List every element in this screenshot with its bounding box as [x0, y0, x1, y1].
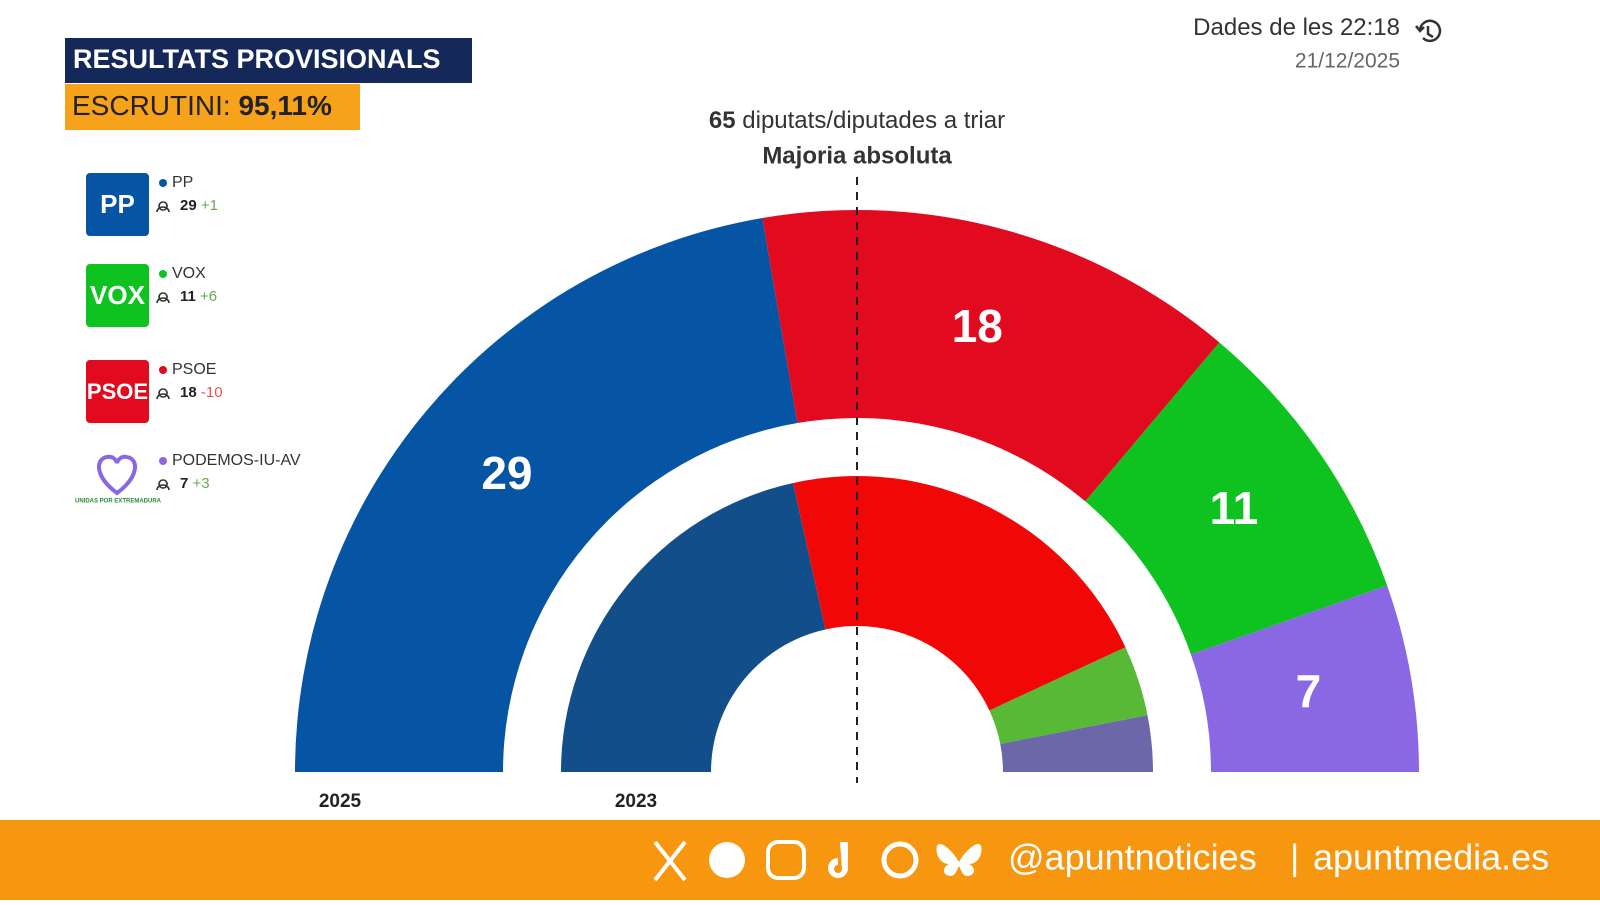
legend-name: PP: [172, 174, 193, 191]
seat-label: 11: [1210, 482, 1259, 534]
seat-label: 7: [1296, 665, 1322, 717]
seat-arc: [1190, 585, 1419, 772]
legend-seats: 29: [180, 197, 197, 214]
x-icon: [653, 840, 687, 882]
legend-seats: 7: [180, 475, 188, 492]
legend-change: -10: [201, 384, 223, 401]
footer-separator: |: [1290, 837, 1299, 878]
legend-seats-line: 7 +3: [180, 475, 210, 492]
count: ESCRUTINI: 95,11%: [72, 90, 332, 121]
legend-seats: 11: [180, 288, 196, 305]
update-time: 22:18: [1340, 14, 1400, 41]
legend-change: +3: [193, 475, 210, 492]
legend-dot: [159, 457, 167, 465]
count-label: ESCRUTINI:: [72, 90, 231, 121]
total-text: diputats/diputades a triar: [742, 107, 1005, 134]
legend-seats: 18: [180, 384, 197, 401]
seat-arc: [1000, 715, 1153, 772]
footer-bar: [0, 820, 1600, 900]
update-date: 21/12/2025: [1295, 50, 1400, 73]
legend-dot: [159, 366, 167, 374]
person-icon: [156, 201, 170, 213]
seat-arc: [989, 647, 1148, 744]
legend-name: VOX: [172, 265, 206, 282]
clock-icon: [1415, 19, 1442, 43]
logo-heart: [97, 454, 137, 496]
legend-change: +6: [200, 288, 217, 305]
instagram-icon: [766, 840, 806, 880]
party-logo: [86, 360, 149, 423]
majority-label: Majoria absoluta: [762, 142, 952, 169]
threads-icon: [881, 841, 919, 879]
count-value: 95,11%: [238, 90, 332, 121]
legend-dot: [159, 179, 167, 187]
year-label: 2025: [319, 791, 362, 812]
facebook-icon: [709, 842, 745, 878]
seat-label: 18: [952, 300, 1003, 352]
seat-arc: [561, 482, 826, 772]
logo-text: PSOE: [87, 379, 148, 404]
seat-arc: [793, 475, 1126, 711]
count-box: [65, 84, 360, 130]
logo-text: UNIDAS POR EXTREMADURA: [75, 499, 162, 505]
footer-site: apuntmedia.es: [1313, 837, 1549, 878]
bluesky-icon: [936, 843, 982, 876]
legend-name: PODEMOS-IU-AV: [172, 452, 301, 469]
seat-arc: [762, 209, 1220, 502]
update-label: Dades de les: [1193, 14, 1333, 41]
year-label: 2023: [615, 791, 657, 812]
tiktok-icon: [828, 842, 848, 878]
social-icons: [653, 840, 982, 882]
title: RESULTATS PROVISIONALS: [73, 44, 441, 74]
legend-change: +1: [201, 197, 218, 214]
logo-text: VOX: [90, 280, 146, 310]
update: Dades de les 22:18: [1193, 14, 1400, 41]
legend-dot: [159, 270, 167, 278]
seat-arc: [1085, 342, 1388, 655]
legend-seats-line: 11 +6: [180, 288, 217, 305]
party-logo: [86, 264, 149, 327]
party-logo: [86, 173, 149, 236]
total: 65 diputats/diputades a triar: [709, 107, 1005, 134]
total-seats: 65: [709, 107, 736, 134]
legend: PP PP 29 +1 VOX VOX 11 +6 PSOE PSOE 18 -10 UNIDAS…: [75, 173, 301, 505]
person-icon: [156, 479, 170, 491]
seat-label: 29: [481, 447, 532, 499]
person-icon: [156, 388, 170, 400]
legend-seats-line: 29 +1: [180, 197, 218, 214]
legend-seats-line: 18 -10: [180, 384, 223, 401]
person-icon: [156, 292, 170, 304]
title-box: [65, 38, 472, 83]
footer-handle: @apuntnoticies: [1008, 837, 1257, 878]
logo-text: PP: [100, 189, 135, 219]
arcs: 29 18 11 7: [295, 209, 1419, 772]
seat-arc: [295, 218, 798, 772]
legend-name: PSOE: [172, 361, 216, 378]
